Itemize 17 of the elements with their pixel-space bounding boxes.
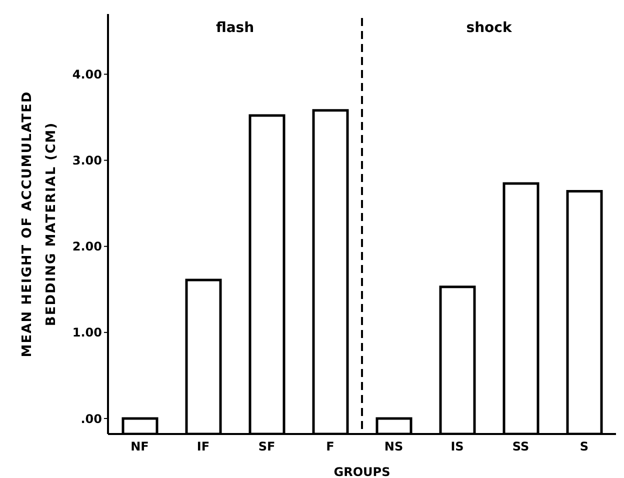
x-axis-title: GROUPS — [334, 465, 390, 478]
x-tick-label: IS — [450, 440, 464, 454]
y-tick-label: 2.00 — [72, 240, 102, 254]
y-tick-label: 4.00 — [72, 68, 102, 82]
x-tick-label: IF — [196, 440, 210, 454]
annotation: flash — [214, 20, 256, 36]
y-tick-label: .00 — [80, 412, 102, 426]
x-tick-label: NS — [384, 440, 404, 454]
y-tick-label: 3.00 — [72, 154, 102, 168]
y-tick-label: 1.00 — [72, 326, 102, 340]
x-tick-label: NF — [130, 440, 149, 454]
x-tick-label: F — [326, 440, 334, 454]
y-axis-title: MEAN HEIGHT OF ACCUMULATED BEDDING MATERIAL (CM) — [19, 90, 60, 360]
x-tick-label: S — [580, 440, 589, 454]
x-tick-label: SS — [512, 440, 530, 454]
x-tick-label: SF — [258, 440, 276, 454]
annotation: shock — [465, 20, 513, 36]
